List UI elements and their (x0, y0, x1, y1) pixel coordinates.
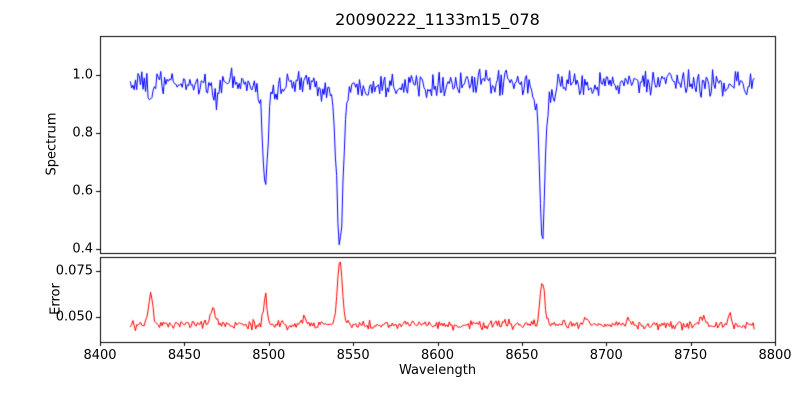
x-tick-label: 8800 (758, 348, 792, 363)
spectrum-y-tick-label: 0.4 (72, 241, 93, 257)
error-y-tick-label: 0.075 (55, 263, 93, 279)
x-tick-label: 8550 (336, 348, 370, 363)
x-tick-label: 8750 (674, 348, 708, 363)
x-tick-label: 8400 (83, 348, 117, 363)
x-tick-label: 8650 (505, 348, 539, 363)
chart-title: 20090222_1133m15_078 (335, 10, 540, 29)
spectrum-y-axis-label: Spectrum (44, 112, 60, 176)
spectrum-y-tick-label: 1.0 (72, 67, 93, 83)
spectrum-y-tick-label: 0.6 (72, 183, 93, 199)
x-axis-label: Wavelength (398, 363, 477, 378)
x-tick-label: 8450 (167, 348, 201, 363)
spectrum-y-tick-label: 0.8 (72, 125, 93, 141)
x-tick-label: 8700 (589, 348, 623, 363)
x-tick-label: 8500 (252, 348, 286, 363)
x-tick-label: 8600 (420, 348, 455, 363)
error-y-tick-label: 0.050 (55, 309, 93, 325)
